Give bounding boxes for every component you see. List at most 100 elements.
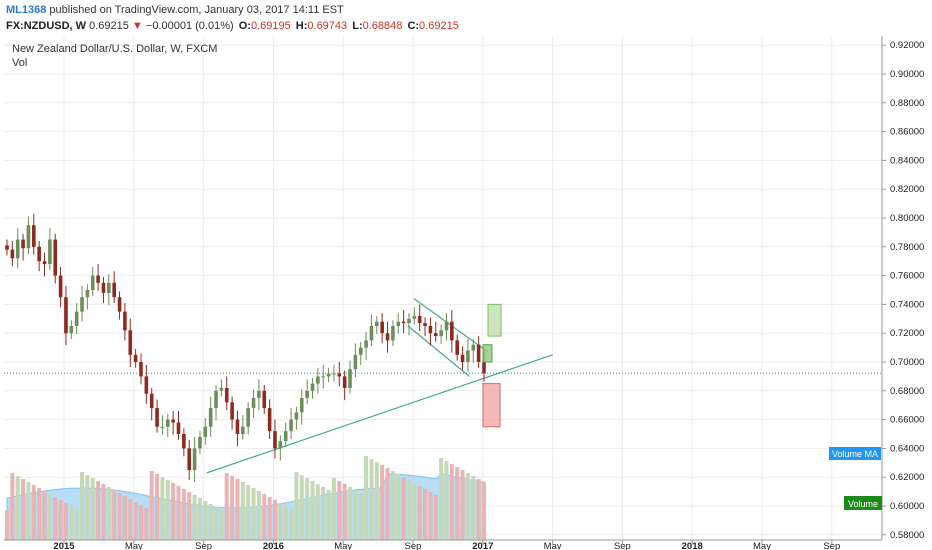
candle-body	[412, 315, 417, 319]
volume-bars	[5, 456, 486, 541]
candle-body	[385, 333, 390, 341]
volume-bar	[176, 486, 181, 540]
candle-body	[31, 225, 36, 247]
volume-bar	[90, 478, 95, 540]
candle-body	[305, 390, 309, 398]
volume-bar	[208, 504, 213, 540]
y-tick-label: 0.82000	[890, 184, 924, 195]
volume-bar	[181, 489, 186, 540]
y-tick-label: 0.70000	[890, 357, 924, 368]
y-tick-label: 0.80000	[890, 213, 924, 224]
y-tick-label: 0.72000	[890, 328, 924, 339]
volume-bar	[240, 482, 245, 540]
price-value: 0.69215	[89, 20, 129, 32]
candle-body	[332, 373, 336, 375]
volume-bar	[471, 476, 476, 540]
volume-bar	[235, 479, 240, 540]
volume-bar	[342, 484, 347, 540]
volume-bar	[74, 509, 79, 540]
y-tick-label: 0.66000	[890, 415, 924, 426]
price-axis[interactable]: 0.92000 0.90000 0.88000 0.86000 0.84000 0.820…	[881, 36, 924, 541]
candle-body	[90, 275, 95, 290]
candle-body	[460, 354, 465, 362]
candle-body	[5, 245, 9, 250]
volume-bar	[214, 507, 219, 540]
volume-bar	[439, 458, 444, 540]
volume-bar	[203, 501, 208, 540]
series-title: New Zealand Dollar/U.S. Dollar, W, FXCM	[12, 43, 217, 55]
x-tick-label: May	[125, 541, 143, 550]
high-value: 0.69743	[307, 20, 348, 32]
vol-label: Vol	[12, 57, 27, 69]
volume-bar	[224, 473, 229, 540]
candle-body	[15, 239, 20, 259]
high-label: H:	[295, 20, 308, 32]
volume-bar	[10, 473, 15, 540]
y-tick-label: 0.88000	[890, 98, 924, 109]
y-tick-label: 0.86000	[890, 127, 924, 138]
chart-header: ML1368 published on TradingView.com, Jan…	[0, 0, 932, 36]
volume-bar	[433, 495, 438, 540]
volume-bar	[449, 464, 454, 540]
volume-bar	[128, 499, 133, 540]
volume-bar	[455, 467, 460, 540]
candle-body	[224, 387, 229, 403]
candle-body	[380, 321, 384, 334]
volume-bar	[401, 477, 406, 540]
publish-line: ML1368 published on TradingView.com, Jan…	[6, 3, 344, 17]
volume-bar	[310, 481, 315, 540]
y-tick-label: 0.62000	[890, 472, 924, 483]
volume-bar	[85, 475, 90, 540]
time-axis[interactable]: 2015 May Sep 2016 May Sep 2017 May Sep 2018 May Sep	[4, 539, 882, 550]
candle-body	[396, 321, 401, 326]
volume-bar	[47, 494, 52, 540]
candle-body	[64, 297, 68, 334]
author-link[interactable]: ML1368	[6, 4, 47, 16]
volume-bar	[96, 481, 101, 540]
y-tick-label: 0.60000	[890, 501, 924, 512]
candle-body	[310, 383, 315, 391]
price-chart[interactable]: 0.92000 0.90000 0.88000 0.86000 0.84000 0.820…	[0, 36, 932, 550]
candle-body	[107, 282, 111, 293]
candle-body	[299, 398, 304, 413]
volume-bar	[331, 478, 336, 540]
volume-bar	[374, 462, 379, 540]
candle-body	[358, 347, 363, 355]
y-tick-label: 0.68000	[890, 386, 924, 397]
candle-body	[375, 321, 379, 326]
volume-bar	[465, 473, 470, 540]
volume-bar	[417, 486, 422, 540]
volume-bar	[294, 472, 299, 540]
volume-bar	[160, 477, 165, 540]
low-value: 0.68848	[362, 20, 403, 32]
volume-bar	[326, 490, 331, 540]
candle-body	[267, 408, 272, 432]
candle-body	[337, 373, 342, 377]
candle-body	[321, 376, 326, 378]
candle-body	[144, 376, 149, 394]
candle-body	[21, 239, 25, 249]
candle-body	[203, 426, 208, 437]
candle-body	[10, 249, 15, 259]
candle-body	[246, 408, 250, 427]
volume-bar	[117, 493, 122, 540]
x-tick-label: May	[334, 541, 352, 550]
volume-bar	[289, 509, 294, 540]
candle-body	[176, 422, 181, 434]
volume-bar	[315, 484, 320, 540]
volume-bar	[262, 494, 267, 540]
open-value: 0.69195	[250, 20, 291, 32]
candle-body	[423, 323, 427, 326]
x-tick-label: May	[544, 541, 562, 550]
y-tick-label: 0.76000	[890, 271, 924, 282]
volume-bar	[144, 508, 149, 540]
volume-bar	[219, 510, 224, 540]
candle-body	[48, 239, 52, 265]
candle-body	[42, 261, 47, 265]
candle-body	[342, 376, 347, 388]
open-label: O:	[238, 20, 251, 32]
volume-bar	[390, 471, 395, 540]
candle-body	[160, 426, 165, 428]
y-tick-label: 0.90000	[890, 69, 924, 80]
volume-bar	[353, 490, 358, 540]
